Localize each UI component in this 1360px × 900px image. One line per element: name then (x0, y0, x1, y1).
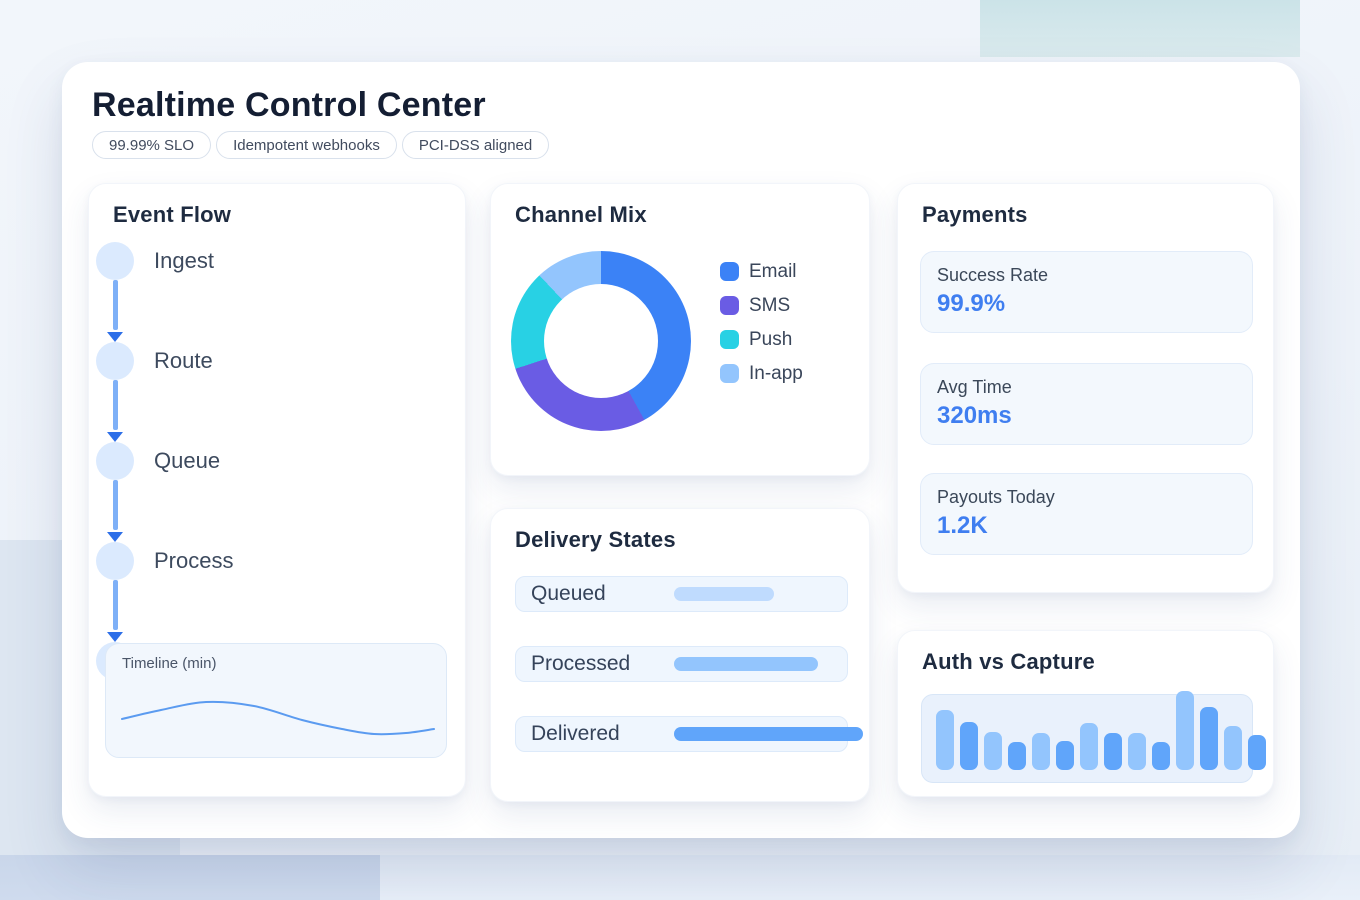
channel-mix-legend: Email SMS Push In-app (720, 260, 803, 398)
auth-bar (1200, 707, 1218, 770)
flow-node-label: Process (154, 548, 234, 573)
bg-decoration-top-right (980, 0, 1300, 57)
timeline-card: Timeline (min) (105, 643, 447, 758)
legend-label: Email (749, 260, 797, 282)
panel-title-delivery-states: Delivery States (515, 527, 676, 552)
panel-title-channel-mix: Channel Mix (515, 202, 647, 227)
donut-hole (544, 284, 658, 398)
flow-node-label: Queue (154, 448, 221, 473)
delivery-bar (674, 587, 774, 601)
arrow-down-icon (107, 332, 123, 342)
flow-node-label: Route (154, 348, 213, 373)
flow-connector (112, 280, 118, 330)
legend-swatch (720, 262, 739, 281)
arrow-down-icon (107, 432, 123, 442)
flow-connector (112, 480, 118, 530)
payment-stat-value: 1.2K (937, 512, 988, 539)
panel-delivery-states: Delivery States Queued Processed Deliver… (490, 508, 870, 802)
main-card: Realtime Control Center 99.99% SLO Idemp… (62, 62, 1300, 838)
payment-stat-label: Payouts Today (937, 487, 1055, 507)
page-title: Realtime Control Center (92, 86, 486, 124)
delivery-label: Processed (531, 652, 631, 675)
auth-capture-chart (921, 691, 1266, 783)
timeline-sparkline (121, 700, 435, 736)
flow-node-label: Ingest (154, 248, 214, 273)
panel-auth-capture: Auth vs Capture (897, 630, 1274, 797)
auth-bar (1224, 726, 1242, 770)
arrow-down-icon (107, 632, 123, 642)
badge-webhooks: Idempotent webhooks (216, 131, 397, 159)
delivery-row-delivered: Delivered (515, 716, 863, 752)
flow-connector (112, 380, 118, 430)
delivery-label: Queued (531, 582, 606, 605)
bg-decoration-bottom-band-left (0, 855, 380, 900)
auth-bar (1032, 733, 1050, 770)
badge-row: 99.99% SLO Idempotent webhooks PCI-DSS a… (92, 131, 550, 159)
payment-stat-avg-time: Avg Time 320ms (920, 363, 1253, 445)
legend-label: In-app (749, 362, 803, 384)
badge-pci: PCI-DSS aligned (401, 131, 550, 159)
flow-node-route (96, 342, 134, 380)
flow-node-queue (96, 442, 134, 480)
timeline-label: Timeline (min) (122, 655, 217, 672)
auth-bar (984, 732, 1002, 770)
delivery-bar (674, 727, 863, 741)
auth-bar (936, 710, 954, 770)
flow-node-ingest (96, 242, 134, 280)
legend-label: Push (749, 328, 793, 350)
auth-bar (1152, 742, 1170, 770)
payment-stat-label: Success Rate (937, 265, 1049, 285)
panel-title-auth-capture: Auth vs Capture (922, 649, 1095, 674)
panel-event-flow: Event Flow Ingest Route Queue Process Ti… (88, 183, 466, 797)
auth-bar (960, 722, 978, 770)
auth-bar (1056, 741, 1074, 770)
auth-bar (1176, 691, 1194, 770)
arrow-down-icon (107, 532, 123, 542)
bg-decoration-bottom-band-right (380, 855, 1360, 900)
flow-connector (112, 580, 118, 630)
channel-mix-donut (511, 251, 691, 431)
legend-item: In-app (720, 362, 803, 384)
panel-payments: Payments Success Rate 99.9% Avg Time 320… (897, 183, 1274, 593)
legend-item: Email (720, 260, 803, 282)
auth-bar (1080, 723, 1098, 770)
panel-title-event-flow: Event Flow (113, 202, 232, 227)
auth-bar (1008, 742, 1026, 770)
panel-title-payments: Payments (922, 202, 1028, 227)
payment-stat-value: 320ms (937, 402, 1012, 429)
timeline-sparkline-path (121, 700, 435, 736)
legend-swatch (720, 364, 739, 383)
payment-stat-payouts-today: Payouts Today 1.2K (920, 473, 1253, 555)
delivery-label: Delivered (531, 722, 620, 745)
delivery-row-processed: Processed (515, 646, 848, 682)
panel-channel-mix: Channel Mix Email SMS Push In-app (490, 183, 870, 476)
delivery-row-queued: Queued (515, 576, 848, 612)
legend-swatch (720, 296, 739, 315)
auth-bar (1248, 735, 1266, 770)
legend-item: Push (720, 328, 803, 350)
badge-slo: 99.99% SLO (92, 131, 212, 159)
legend-item: SMS (720, 294, 803, 316)
flow-node-process (96, 542, 134, 580)
auth-bar (1104, 733, 1122, 770)
auth-bar (1128, 733, 1146, 770)
legend-label: SMS (749, 294, 791, 316)
payment-stat-value: 99.9% (937, 290, 1006, 317)
legend-swatch (720, 330, 739, 349)
delivery-bar (674, 657, 818, 671)
payment-stat-label: Avg Time (937, 377, 1012, 397)
payment-stat-success-rate: Success Rate 99.9% (920, 251, 1253, 333)
